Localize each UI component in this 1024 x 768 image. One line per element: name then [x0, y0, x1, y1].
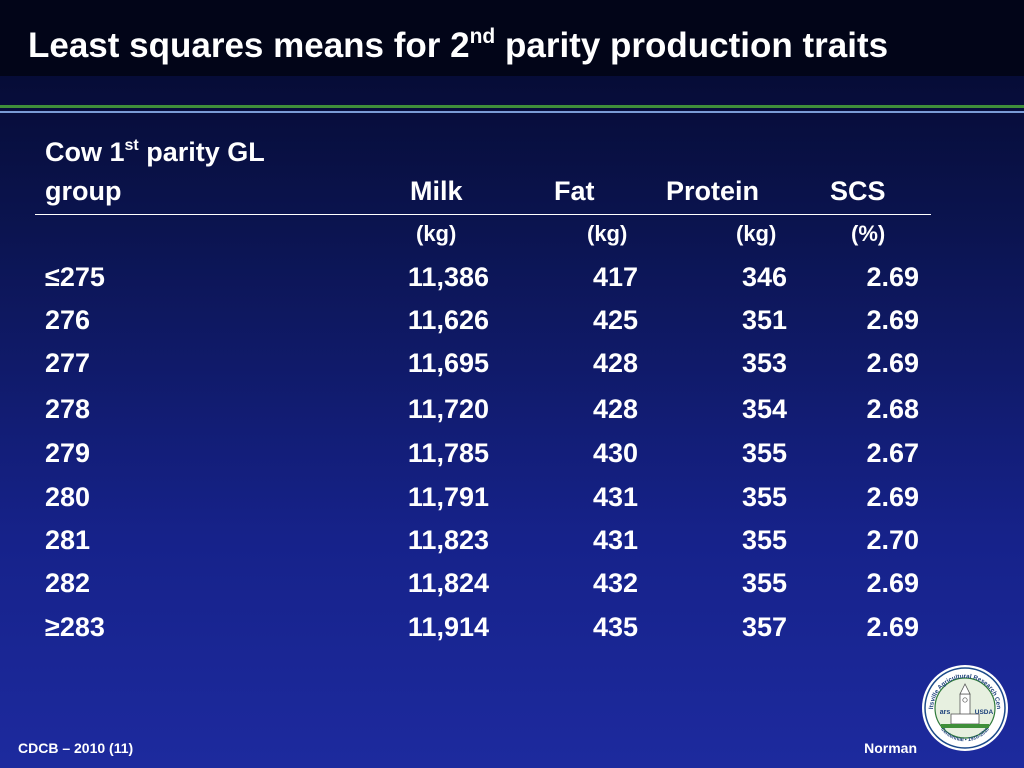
cell-milk: 11,386 [407, 262, 489, 292]
cell-milk: 11,720 [407, 394, 489, 424]
cell-protein: 355 [741, 525, 787, 555]
cell-milk: 11,823 [407, 525, 489, 555]
cell-scs: 2.69 [866, 262, 919, 292]
cell-fat: 430 [592, 438, 638, 468]
cell-group: 278 [45, 394, 91, 424]
group-header-line2: group [45, 176, 122, 206]
cell-scs: 2.69 [866, 568, 919, 598]
cell-milk: 11,695 [407, 348, 489, 378]
cell-protein: 351 [741, 305, 787, 335]
unit-scs: (%) [851, 221, 886, 246]
footer-left: CDCB – 2010 (11) [18, 740, 134, 756]
cell-protein: 355 [741, 568, 787, 598]
cell-milk: 11,824 [407, 568, 489, 598]
seal-usda-logo: USDA [975, 709, 994, 716]
cell-fat: 417 [592, 262, 638, 292]
cell-group: 276 [45, 305, 91, 335]
title-bar [0, 0, 1024, 76]
cell-protein: 346 [741, 262, 787, 292]
cell-protein: 354 [741, 394, 787, 424]
cell-scs: 2.67 [866, 438, 919, 468]
unit-milk: (kg) [416, 221, 457, 246]
seal-ars-logo: ars [940, 709, 951, 716]
cell-protein: 353 [741, 348, 787, 378]
column-header-protein: Protein [666, 176, 760, 206]
divider-green [0, 105, 1024, 108]
cell-group: 282 [45, 568, 91, 598]
cell-group: 279 [45, 438, 91, 468]
cell-group: 281 [45, 525, 91, 555]
cell-group: 280 [45, 482, 91, 512]
cell-scs: 2.69 [866, 305, 919, 335]
header-rule [35, 214, 931, 215]
cell-group: ≤275 [45, 262, 105, 292]
cell-scs: 2.69 [866, 482, 919, 512]
column-header-scs: SCS [830, 176, 886, 206]
cell-fat: 432 [592, 568, 638, 598]
slide-title: Least squares means for 2nd parity produ… [28, 25, 889, 65]
barc-centennial-seal: Beltsville Agricultural Research Center … [921, 664, 1008, 751]
cell-milk: 11,914 [407, 612, 489, 642]
cell-group: ≥283 [45, 612, 105, 642]
cell-protein: 355 [741, 482, 787, 512]
cell-scs: 2.70 [866, 525, 919, 555]
cell-scs: 2.68 [866, 394, 919, 424]
cell-protein: 355 [741, 438, 787, 468]
column-header-milk: Milk [410, 176, 463, 206]
unit-protein: (kg) [736, 221, 777, 246]
cell-fat: 428 [592, 394, 638, 424]
cell-scs: 2.69 [866, 612, 919, 642]
divider-blue [0, 111, 1024, 113]
cell-scs: 2.69 [866, 348, 919, 378]
cell-fat: 431 [592, 482, 638, 512]
cell-fat: 428 [592, 348, 638, 378]
cell-milk: 11,626 [407, 305, 489, 335]
cell-fat: 435 [592, 612, 638, 642]
cell-fat: 425 [592, 305, 638, 335]
column-header-fat: Fat [554, 176, 595, 206]
cell-protein: 357 [741, 612, 787, 642]
unit-fat: (kg) [587, 221, 628, 246]
footer-presenter: Norman [864, 740, 917, 756]
group-header-line1: Cow 1st parity GL [45, 137, 265, 167]
cell-group: 277 [45, 348, 91, 378]
cell-milk: 11,791 [407, 482, 489, 512]
cell-milk: 11,785 [407, 438, 489, 468]
cell-fat: 431 [592, 525, 638, 555]
